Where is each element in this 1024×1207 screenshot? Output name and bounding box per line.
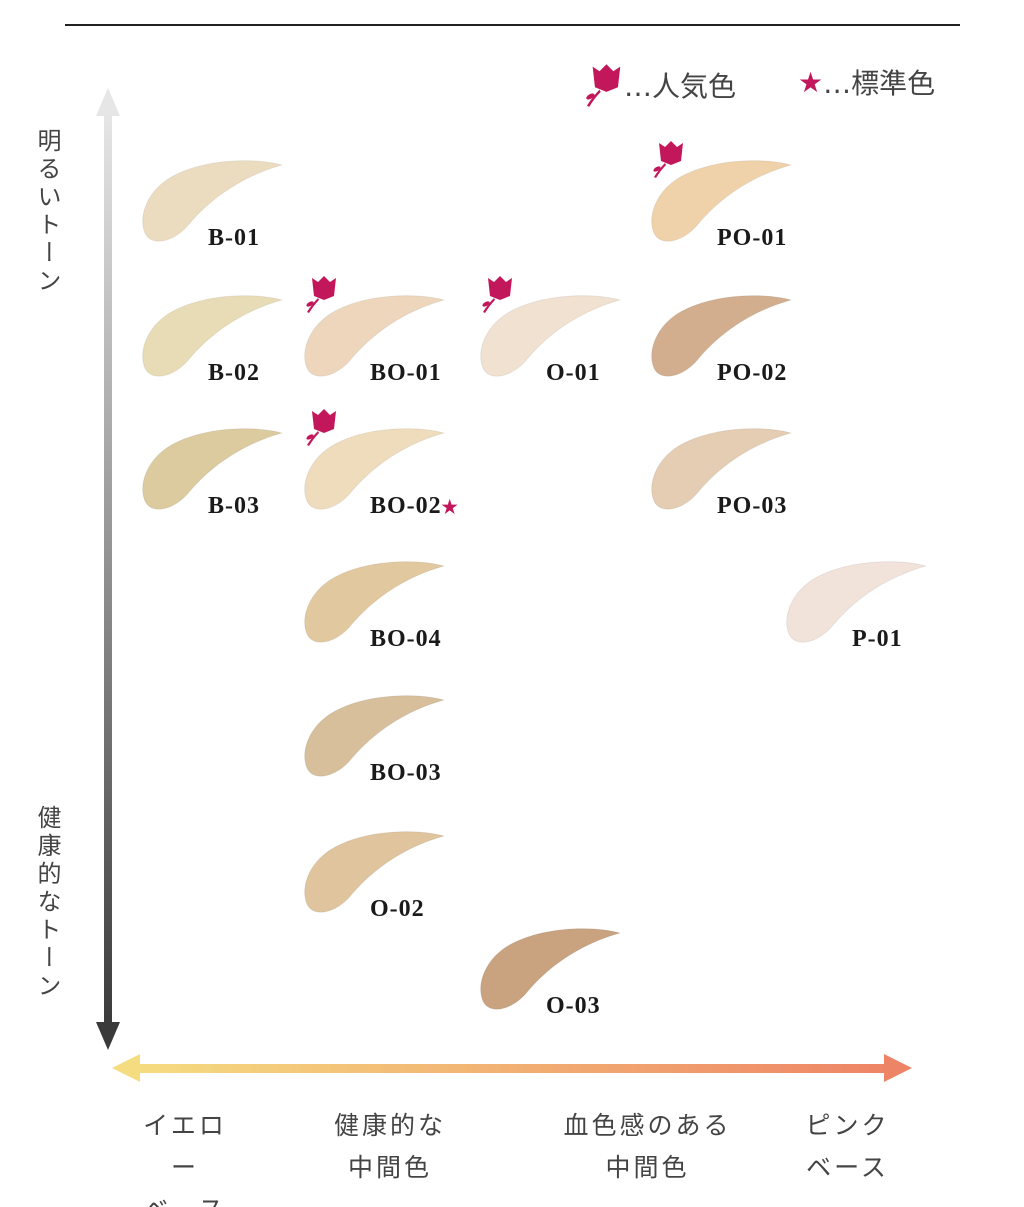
shade-swatch — [138, 292, 283, 382]
shade-label: B-03 — [208, 493, 260, 519]
shade-swatch — [300, 425, 445, 515]
axis-label-bright: 明るいトーン — [33, 128, 61, 296]
rose-icon — [586, 64, 621, 107]
shade-swatch — [782, 558, 927, 648]
axis-label-yellow: イエローベース — [143, 1111, 227, 1207]
axis-label-neutral: 健康的な 中間色 — [333, 1111, 446, 1182]
axis-label-healthy: 健康的なトーン — [33, 805, 61, 1001]
axis-label-pink: ピンク ベース — [805, 1111, 890, 1182]
legend-popular: …人気色 — [582, 62, 736, 108]
rose-icon — [304, 274, 338, 314]
horizontal-axis-arrow — [112, 1054, 912, 1082]
shade-label: PO-03 — [717, 493, 788, 519]
shade-swatch — [476, 925, 621, 1015]
shade-swatch — [138, 425, 283, 515]
shade-label: PO-02 — [717, 360, 788, 386]
shade-label: BO-02★ — [370, 493, 459, 519]
shade-label: BO-01 — [370, 360, 442, 386]
star-icon: ★ — [441, 497, 459, 517]
shade-swatch — [300, 692, 445, 782]
shade-label: O-02 — [370, 896, 425, 922]
shade-label: B-01 — [208, 225, 260, 251]
shade-label: BO-03 — [370, 760, 442, 786]
rose-icon — [651, 139, 685, 179]
axis-label-rosy-neutral: 血色感のある 中間色 — [563, 1111, 732, 1182]
shade-swatch — [647, 425, 792, 515]
shade-swatch — [138, 157, 283, 247]
shade-label: PO-01 — [717, 225, 788, 251]
star-icon: ★ — [798, 65, 824, 99]
shade-label: B-02 — [208, 360, 260, 386]
rose-icon — [480, 274, 514, 314]
vertical-axis-arrow — [96, 88, 120, 1050]
shade-label: O-01 — [546, 360, 601, 386]
shade-swatch — [647, 292, 792, 382]
legend-standard: ★ …標準色 — [798, 62, 935, 102]
shade-swatch — [476, 292, 621, 382]
shade-swatch — [647, 157, 792, 247]
shade-label: O-03 — [546, 993, 601, 1019]
legend-standard-text: …標準色 — [823, 67, 936, 100]
rose-icon — [304, 407, 338, 447]
shade-swatch — [300, 828, 445, 918]
shade-swatch — [300, 558, 445, 648]
shade-label: P-01 — [852, 626, 903, 652]
top-divider — [65, 24, 960, 26]
shade-label: BO-04 — [370, 626, 442, 652]
shade-swatch — [300, 292, 445, 382]
legend-popular-text: …人気色 — [624, 70, 737, 103]
